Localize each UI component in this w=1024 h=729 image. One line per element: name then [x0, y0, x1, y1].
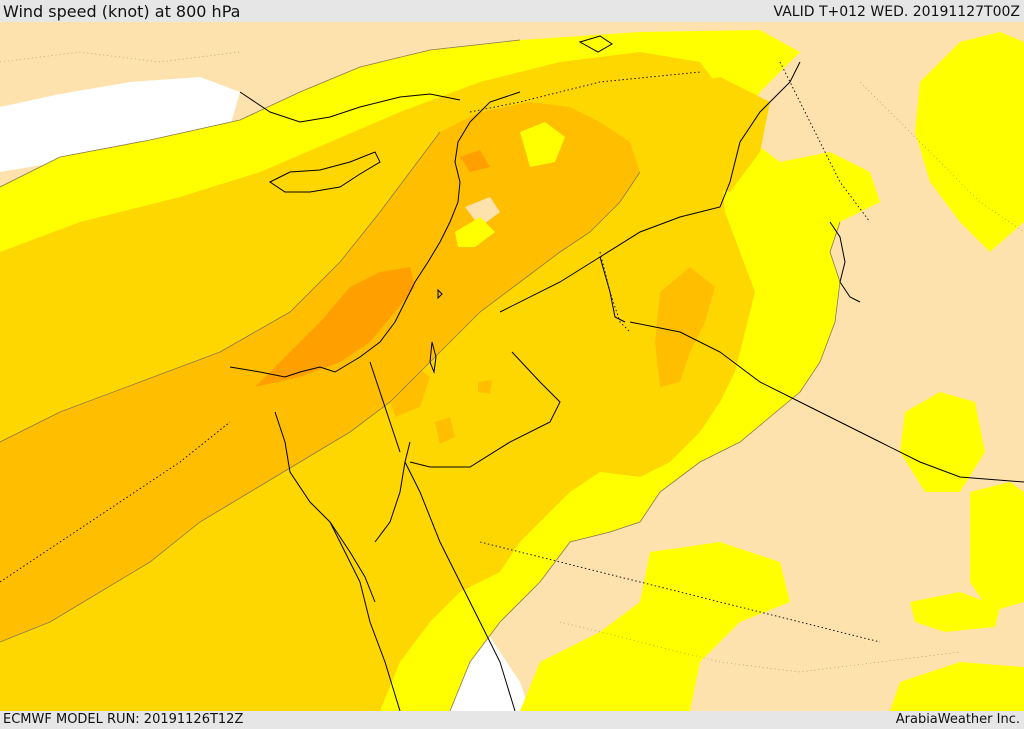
border-jordan-saudi	[409, 351, 561, 468]
moderate-wind-area-gulf	[970, 482, 1024, 612]
moderate-wind-area-southeast-corner	[890, 662, 1024, 711]
strongest-wind-core	[255, 267, 415, 387]
stronger-wind-spot-1	[435, 417, 455, 444]
wind-contours	[0, 39, 841, 711]
moderate-pocket-syria	[520, 122, 565, 167]
border-saudi-iraq	[629, 321, 1024, 483]
map-title: Wind speed (knot) at 800 hPa	[3, 2, 241, 21]
moderate-wind-area-far-southeast	[910, 592, 1000, 632]
strongest-wind-spot-lebanon	[460, 150, 490, 172]
coastline-levant	[229, 91, 521, 378]
coastline-turkey	[239, 91, 461, 123]
country-borders-solid	[369, 61, 1024, 483]
stronger-wind-spot-2	[478, 380, 492, 394]
moderate-wind-area-arabia-south	[520, 542, 790, 711]
moderate-wind-area-upper-mesopotamia	[915, 32, 1024, 252]
border-turkey-syria	[469, 71, 701, 113]
border-syria-iraq	[599, 251, 631, 333]
model-run-label: ECMWF MODEL RUN: 20191126T12Z	[3, 712, 244, 727]
sea-of-galilee	[437, 288, 443, 300]
moderate-wind-area-east	[900, 392, 985, 492]
coastline-sinai-gulf-of-aqaba	[374, 441, 411, 543]
contour-jet-south	[0, 171, 641, 643]
border-syria-iraq-solid	[499, 61, 801, 313]
coastline-persian-gulf	[829, 221, 861, 303]
admin-boundaries	[0, 51, 1024, 673]
coastline-red-sea-east	[404, 461, 516, 711]
border-jordan-iraq	[599, 256, 626, 323]
wind-speed-map	[0, 22, 1024, 711]
border-egypt-inner	[0, 421, 231, 583]
footer-bar: ECMWF MODEL RUN: 20191126T12Z ArabiaWeat…	[0, 711, 1024, 729]
admin-boundary-arabia	[559, 621, 961, 673]
border-egypt-israel	[369, 361, 401, 453]
cyprus-island	[269, 151, 381, 193]
valid-time-label: VALID T+012 WED. 20191127T00Z	[773, 4, 1020, 20]
contour-moderate-boundary-east	[449, 221, 841, 711]
admin-boundary-north	[0, 51, 241, 63]
moderate-pocket-lebanon	[455, 217, 495, 247]
border-saudi-inner	[479, 541, 881, 643]
dead-sea	[429, 341, 437, 374]
calm-area-mediterranean-north	[0, 77, 240, 172]
header-bar: Wind speed (knot) at 800 hPa VALID T+012…	[0, 0, 1024, 22]
border-lines	[0, 61, 881, 643]
lake-van	[578, 35, 613, 53]
calm-pocket-lebanon	[465, 197, 500, 227]
contour-jet-outline	[0, 131, 441, 443]
coastline-sinai-gulf-of-suez	[274, 411, 376, 603]
border-iraq-iran	[779, 61, 871, 223]
map-canvas	[0, 22, 1024, 711]
strong-wind-area-north-iraq	[660, 77, 770, 192]
coastline-red-sea-west	[329, 521, 401, 711]
stronger-wind-area-jordan	[655, 267, 715, 387]
coastlines	[229, 35, 861, 711]
stronger-wind-area-north-sinai	[385, 362, 430, 417]
contour-low-boundary-north	[0, 39, 521, 188]
credit-label: ArabiaWeather Inc.	[895, 712, 1020, 727]
